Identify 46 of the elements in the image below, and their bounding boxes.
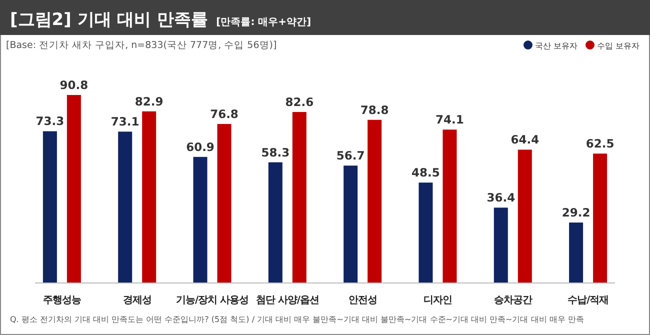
bar [193, 156, 208, 283]
data-label: 58.3 [261, 145, 290, 160]
bar [142, 111, 156, 283]
bar [344, 166, 358, 283]
bar [217, 124, 232, 283]
bar [569, 222, 584, 283]
data-label: 90.8 [60, 78, 88, 92]
bar [418, 182, 433, 283]
data-label: 36.4 [486, 190, 516, 205]
bar [292, 112, 306, 283]
data-label: 56.7 [336, 148, 365, 163]
data-label: 76.8 [210, 106, 238, 121]
bar [66, 95, 81, 283]
x-tick-label: 기능/장치 사용성 [176, 295, 249, 306]
x-tick-label: 안전성 [348, 295, 377, 306]
legend-label: 수입 보유자 [597, 42, 640, 50]
bar [118, 132, 132, 283]
x-tick-label: 주행성능 [42, 295, 82, 306]
data-label: 74.1 [436, 112, 464, 127]
chart-subtitle: [만족률: 매우+약간] [216, 17, 312, 28]
data-label: 73.1 [110, 114, 140, 129]
legend-label: 국산 보유자 [535, 42, 578, 50]
data-label: 48.5 [412, 166, 440, 180]
bar [518, 150, 532, 283]
chart-title: [그림2] 기대 대비 만족률 [10, 10, 208, 30]
bar [368, 120, 382, 283]
text: [Base: 전기차 새차 구입자, n=833(국산 777명, 수입 56명)] [6, 40, 277, 51]
bar [42, 131, 57, 283]
bar [494, 208, 508, 283]
data-label: 62.5 [586, 136, 614, 151]
x-tick-label: 디자인 [423, 295, 452, 306]
text: Q. 평소 전기차의 기대 대비 만족도는 어떤 수준입니까? (5점 척도) / 기대 대비 매우 불만족~기대 대비 불만족~기대 수준~기대 대비 만족~기대 대비 매우 만족 [10, 315, 584, 324]
data-label: 82.6 [285, 94, 314, 109]
bar [442, 130, 457, 283]
x-tick-label: 경제성 [122, 295, 152, 306]
data-label: 82.9 [134, 94, 164, 108]
data-label: 29.2 [562, 206, 590, 220]
data-label: 60.9 [186, 140, 214, 154]
data-label: 64.4 [510, 132, 540, 147]
x-tick-label: 첨단 사양/옵션 [256, 295, 319, 306]
bar [268, 162, 282, 283]
bar [593, 154, 608, 283]
x-tick-label: 수납/적재 [567, 295, 609, 306]
data-label: 78.8 [360, 102, 389, 117]
data-label: 73.3 [36, 114, 64, 128]
x-tick-label: 승차공간 [494, 295, 532, 306]
